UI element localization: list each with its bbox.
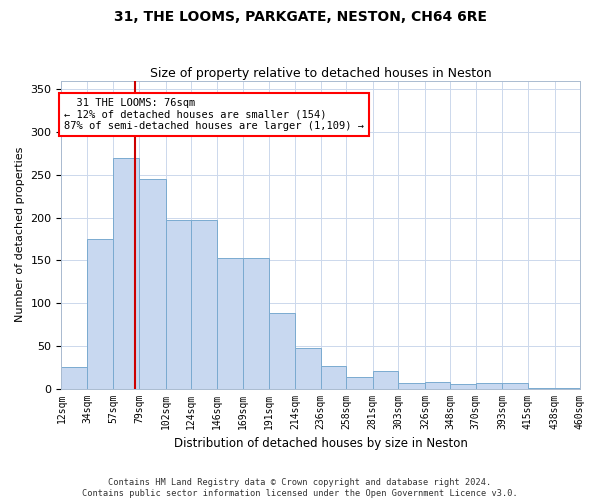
Bar (191, 220, 217, 388)
Bar (139, 179, 166, 388)
Bar (476, 384, 502, 388)
Bar (166, 220, 191, 388)
Bar (61, 367, 87, 388)
Title: Size of property relative to detached houses in Neston: Size of property relative to detached ho… (150, 66, 491, 80)
Bar (346, 378, 373, 388)
Bar (113, 158, 139, 388)
Y-axis label: Number of detached properties: Number of detached properties (15, 147, 25, 322)
Bar (269, 314, 295, 388)
Text: 31 THE LOOMS: 76sqm  
← 12% of detached houses are smaller (154)
87% of semi-det: 31 THE LOOMS: 76sqm ← 12% of detached ho… (64, 98, 364, 131)
Bar (87, 239, 113, 388)
Bar (451, 384, 476, 388)
Bar (502, 382, 528, 388)
Bar (425, 382, 451, 388)
Bar (373, 372, 398, 388)
Bar (243, 258, 269, 388)
X-axis label: Distribution of detached houses by size in Neston: Distribution of detached houses by size … (174, 437, 467, 450)
Bar (217, 258, 243, 388)
Bar (295, 348, 321, 389)
Bar (398, 382, 425, 388)
Bar (321, 366, 346, 388)
Text: Contains HM Land Registry data © Crown copyright and database right 2024.
Contai: Contains HM Land Registry data © Crown c… (82, 478, 518, 498)
Text: 31, THE LOOMS, PARKGATE, NESTON, CH64 6RE: 31, THE LOOMS, PARKGATE, NESTON, CH64 6R… (113, 10, 487, 24)
